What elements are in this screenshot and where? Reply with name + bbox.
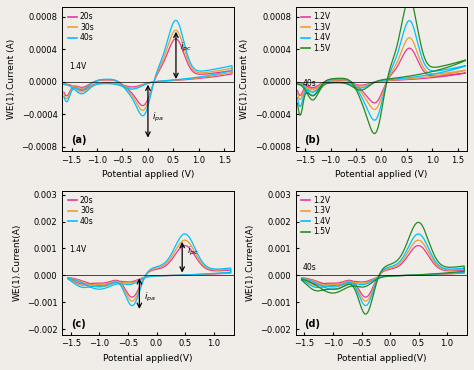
- Y-axis label: WE(1).Current(A): WE(1).Current(A): [246, 224, 255, 301]
- Legend: 1.2V, 1.3V, 1.4V, 1.5V: 1.2V, 1.3V, 1.4V, 1.5V: [300, 194, 332, 238]
- Text: 1.4V: 1.4V: [69, 245, 86, 254]
- Text: (b): (b): [304, 135, 320, 145]
- Y-axis label: WE(1).Current (A): WE(1).Current (A): [240, 39, 249, 119]
- Text: $i_{pa}$: $i_{pa}$: [152, 111, 164, 124]
- Text: $i_{pc}$: $i_{pc}$: [180, 41, 192, 54]
- X-axis label: Potential applied(V): Potential applied(V): [103, 354, 193, 363]
- Text: 40s: 40s: [303, 79, 317, 88]
- Text: (c): (c): [71, 319, 86, 329]
- Text: 40s: 40s: [303, 263, 317, 272]
- Text: $i_{pa}$: $i_{pa}$: [144, 291, 156, 304]
- Y-axis label: WE(1).Current(A): WE(1).Current(A): [12, 224, 21, 301]
- Text: (a): (a): [71, 135, 86, 145]
- X-axis label: Potential applied(V): Potential applied(V): [337, 354, 426, 363]
- X-axis label: Potential applied (V): Potential applied (V): [335, 171, 428, 179]
- Text: (d): (d): [304, 319, 320, 329]
- Text: $i_{pc}$: $i_{pc}$: [187, 245, 199, 258]
- Legend: 20s, 30s, 40s: 20s, 30s, 40s: [66, 194, 95, 228]
- Legend: 20s, 30s, 40s: 20s, 30s, 40s: [66, 11, 95, 44]
- X-axis label: Potential applied (V): Potential applied (V): [102, 171, 194, 179]
- Y-axis label: WE(1).Current (A): WE(1).Current (A): [7, 39, 16, 119]
- Legend: 1.2V, 1.3V, 1.4V, 1.5V: 1.2V, 1.3V, 1.4V, 1.5V: [300, 11, 332, 54]
- Text: 1.4V: 1.4V: [69, 62, 86, 71]
